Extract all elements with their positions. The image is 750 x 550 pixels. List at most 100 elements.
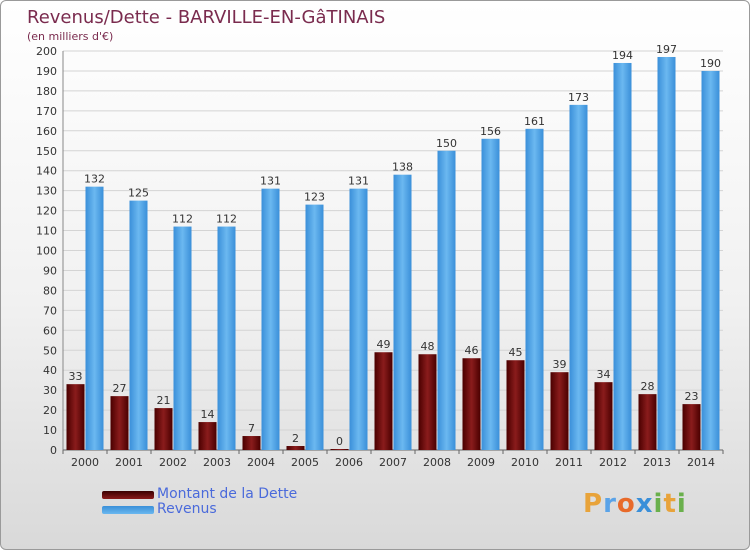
bar-dette	[286, 446, 305, 450]
y-tick-label: 0	[50, 444, 57, 457]
data-label-dette: 48	[421, 340, 435, 353]
x-tick-label: 2014	[687, 456, 715, 469]
data-label-revenus: 112	[172, 213, 193, 226]
y-tick-label: 120	[36, 205, 57, 218]
bar-dette	[418, 354, 437, 450]
x-tick-label: 2003	[203, 456, 231, 469]
y-tick-label: 130	[36, 185, 57, 198]
y-tick-label: 50	[43, 344, 57, 357]
grid-layer	[63, 50, 723, 451]
data-label-revenus: 123	[304, 191, 325, 204]
data-label-revenus: 197	[656, 43, 677, 56]
bar-dette	[594, 382, 613, 450]
bar-layer	[66, 56, 720, 451]
bar-dette	[110, 396, 129, 450]
legend-swatch-revenus	[102, 506, 154, 514]
bar-revenus	[437, 150, 456, 450]
data-label-revenus: 190	[700, 57, 721, 70]
x-tick-label: 2010	[511, 456, 539, 469]
bar-revenus	[481, 138, 500, 450]
bar-dette	[66, 384, 85, 450]
data-label-revenus: 112	[216, 213, 237, 226]
bar-revenus	[393, 174, 412, 450]
bar-dette	[506, 360, 525, 450]
data-label-revenus: 150	[436, 137, 457, 150]
bar-revenus	[261, 188, 280, 450]
bar-dette	[154, 408, 173, 450]
y-tick-label: 20	[43, 404, 57, 417]
data-label-revenus: 156	[480, 125, 501, 138]
y-tick-label: 30	[43, 384, 57, 397]
proxiti-logo: Proxiti	[583, 489, 687, 519]
bar-revenus	[657, 56, 676, 451]
data-label-revenus: 131	[260, 175, 281, 188]
y-tick-label: 90	[43, 264, 57, 277]
data-label-dette: 49	[377, 338, 391, 351]
bar-dette	[550, 372, 569, 450]
bar-revenus	[85, 186, 104, 450]
data-label-revenus: 161	[524, 115, 545, 128]
bar-revenus	[701, 70, 720, 450]
data-label-revenus: 132	[84, 173, 105, 186]
x-tick-label: 2005	[291, 456, 319, 469]
bar-revenus	[173, 226, 192, 450]
x-tick-label: 2001	[115, 456, 143, 469]
bar-dette	[682, 404, 701, 450]
bar-dette	[242, 436, 261, 450]
x-tick-label: 2009	[467, 456, 495, 469]
y-tick-label: 80	[43, 284, 57, 297]
y-tick-label: 110	[36, 225, 57, 238]
y-tick-label: 100	[36, 245, 57, 258]
x-tick-label: 2006	[335, 456, 363, 469]
legend-label-revenus: Revenus	[157, 501, 217, 517]
x-tick-label: 2013	[643, 456, 671, 469]
bar-revenus	[613, 62, 632, 450]
bar-revenus	[569, 104, 588, 451]
data-label-revenus: 131	[348, 175, 369, 188]
bar-revenus	[305, 204, 324, 450]
label-layer: 33 132 27 125 21 112 14 112 7 131 2 123 0 131 49 138 48 1…	[69, 43, 722, 448]
data-label-revenus: 125	[128, 187, 149, 200]
data-label-revenus: 194	[612, 49, 633, 62]
bar-dette	[638, 394, 657, 450]
data-label-dette: 23	[685, 390, 699, 403]
y-tick-label: 170	[36, 105, 57, 118]
y-tick-label: 60	[43, 324, 57, 337]
data-label-dette: 39	[553, 358, 567, 371]
y-tick-label: 70	[43, 304, 57, 317]
axis-layer: 0102030405060708090100110120130140150160…	[36, 45, 724, 469]
legend-swatch-dette	[102, 491, 154, 499]
legend-label-dette: Montant de la Dette	[157, 486, 298, 502]
y-tick-label: 150	[36, 145, 57, 158]
chart-title: Revenus/Dette - BARVILLE-EN-GâTINAIS	[27, 7, 386, 28]
y-tick-label: 10	[43, 424, 57, 437]
data-label-dette: 45	[509, 346, 523, 359]
data-label-dette: 21	[157, 394, 171, 407]
bar-dette	[198, 422, 217, 450]
x-tick-label: 2011	[555, 456, 583, 469]
x-tick-label: 2004	[247, 456, 275, 469]
x-tick-label: 2000	[71, 456, 99, 469]
x-tick-label: 2012	[599, 456, 627, 469]
bar-revenus	[129, 200, 148, 450]
bar-dette	[374, 352, 393, 450]
data-label-revenus: 173	[568, 91, 589, 104]
data-label-dette: 33	[69, 370, 83, 383]
y-tick-label: 160	[36, 125, 57, 138]
data-label-dette: 27	[113, 382, 127, 395]
data-label-dette: 2	[292, 432, 299, 445]
x-tick-label: 2007	[379, 456, 407, 469]
y-tick-label: 40	[43, 364, 57, 377]
x-tick-label: 2002	[159, 456, 187, 469]
data-label-dette: 46	[465, 344, 479, 357]
bar-revenus	[217, 226, 236, 450]
data-label-dette: 14	[201, 408, 215, 421]
y-tick-label: 190	[36, 65, 57, 78]
bar-revenus	[349, 188, 368, 450]
data-label-dette: 7	[248, 422, 255, 435]
y-tick-label: 200	[36, 45, 57, 58]
bar-dette	[462, 358, 481, 450]
data-label-dette: 34	[597, 368, 611, 381]
